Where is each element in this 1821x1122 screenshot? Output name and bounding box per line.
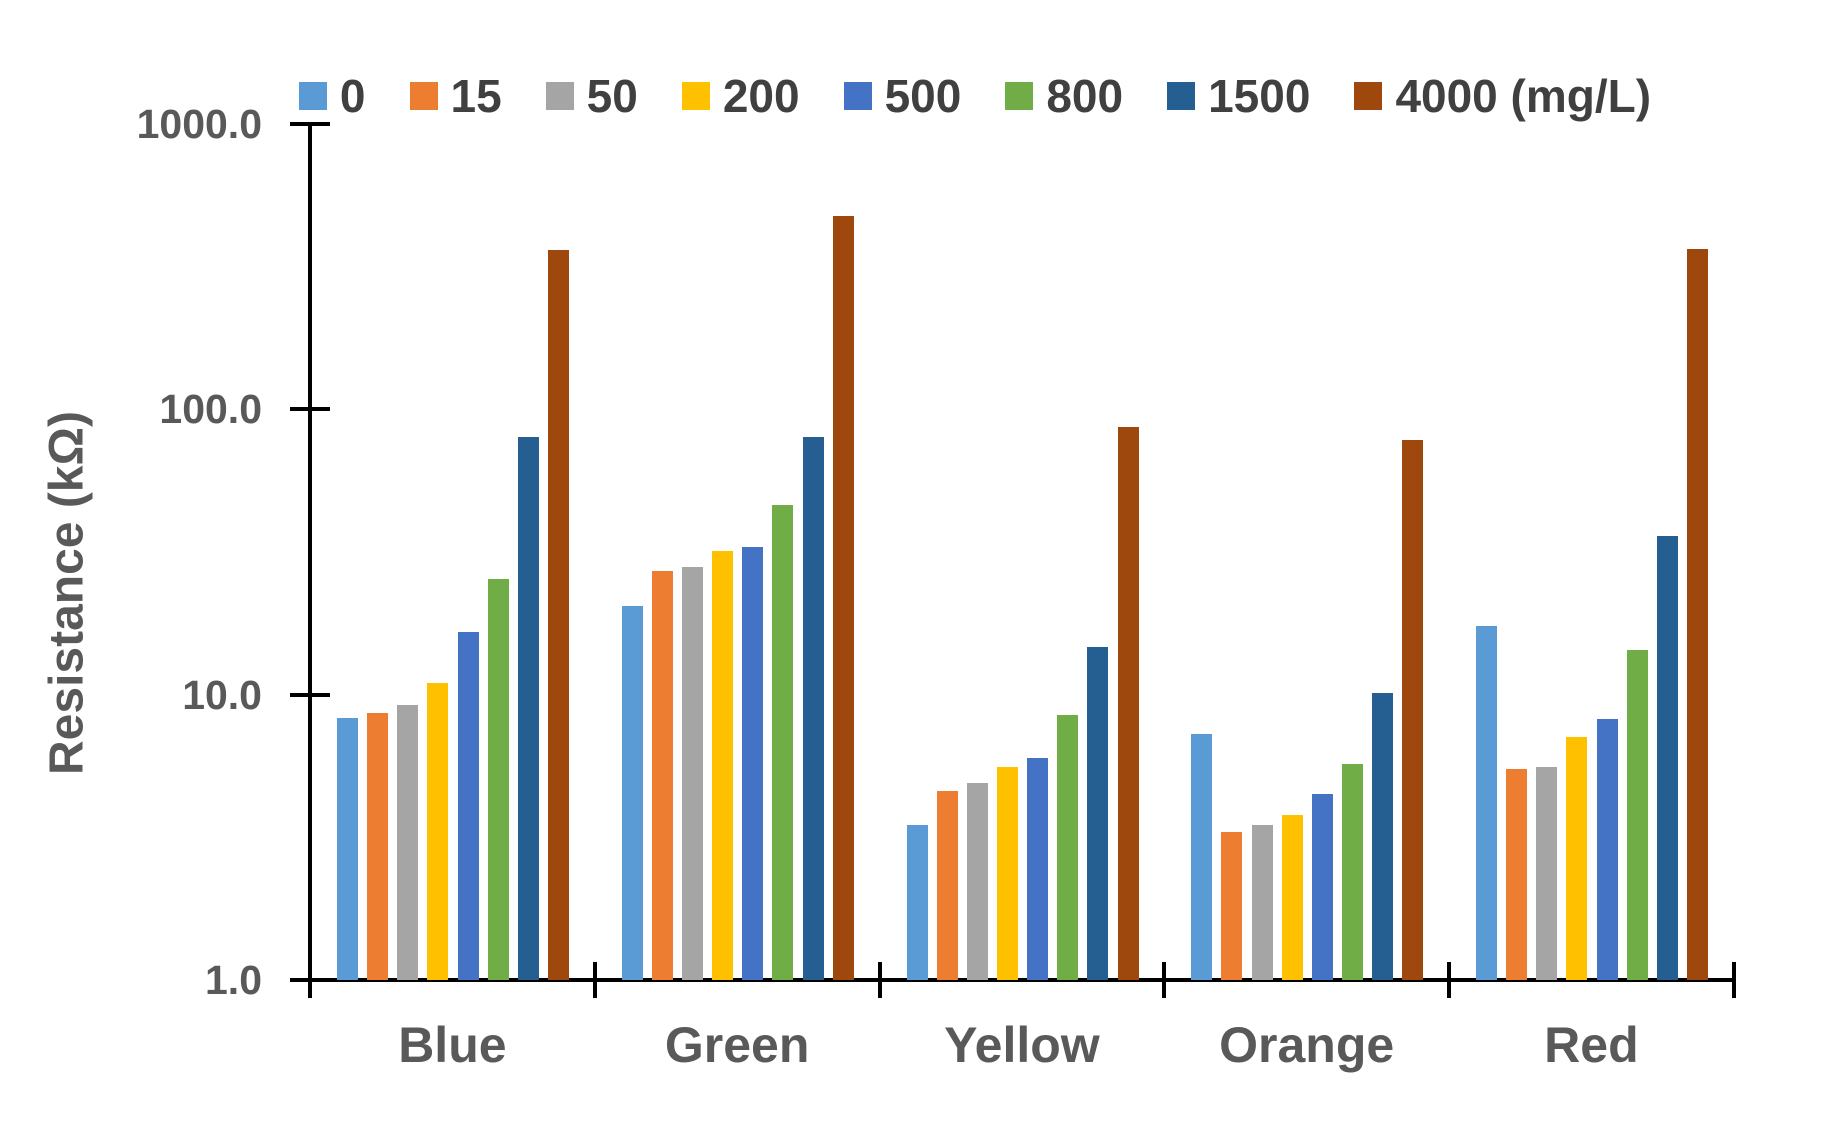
legend-item-200: 200	[681, 70, 800, 122]
y-tick-label: 1000.0	[136, 101, 262, 148]
bar-red-1500	[1656, 535, 1678, 980]
y-axis-line	[308, 122, 312, 998]
bar-red-200	[1566, 737, 1588, 980]
legend-item-1500: 1500	[1167, 73, 1310, 119]
bar-orange-1500	[1372, 693, 1394, 980]
legend: 0 15 50 200 500 800 1500 4000 (mg/L)	[150, 70, 1800, 122]
bar-orange-200	[1281, 814, 1303, 980]
category-label-blue: Blue	[398, 1017, 507, 1073]
legend-swatch-500	[843, 82, 872, 110]
x-axis-tick	[1447, 962, 1452, 998]
category-label-orange: Orange	[1219, 1017, 1395, 1073]
bar-blue-50	[397, 705, 419, 980]
bar-yellow-4000-mg-l	[1117, 426, 1139, 980]
bar-green-800	[772, 505, 794, 980]
bar-red-800	[1626, 649, 1648, 980]
bar-green-0	[621, 606, 643, 980]
legend-item-500: 500	[843, 70, 962, 122]
legend-label: 500	[884, 70, 962, 122]
legend-item-0: 0	[298, 70, 366, 122]
y-axis-title: Resistance (kΩ)	[40, 411, 94, 775]
legend-swatch-1500	[1167, 82, 1196, 110]
bar-yellow-800	[1057, 714, 1079, 980]
bar-blue-15	[367, 713, 389, 980]
category-label-red: Red	[1544, 1017, 1639, 1073]
legend-item-800: 800	[1005, 73, 1123, 119]
legend-swatch-800	[1005, 82, 1034, 110]
x-axis-line	[308, 978, 1736, 982]
x-axis-tick	[1731, 962, 1736, 998]
legend-item-4000-mg-l: 4000 (mg/L)	[1354, 73, 1651, 119]
bar-red-15	[1506, 768, 1528, 980]
bar-yellow-0	[906, 824, 928, 980]
legend-label: 200	[722, 70, 800, 122]
legend-label: 800	[1046, 70, 1124, 122]
bar-orange-15	[1221, 832, 1243, 980]
bar-blue-1500	[517, 437, 539, 980]
legend-swatch-15	[409, 82, 438, 110]
bar-yellow-15	[936, 790, 958, 980]
bar-green-200	[712, 550, 734, 980]
bar-green-50	[682, 567, 704, 980]
bar-red-500	[1596, 719, 1618, 980]
legend-swatch-4000-mg-l	[1354, 82, 1383, 110]
legend-item-50: 50	[545, 70, 638, 122]
bar-green-15	[651, 570, 673, 980]
bar-blue-200	[427, 682, 449, 980]
bar-yellow-500	[1027, 757, 1049, 980]
legend-item-15: 15	[409, 70, 502, 122]
bar-orange-800	[1341, 764, 1363, 980]
y-tick-label: 100.0	[159, 386, 262, 433]
y-axis-tick	[290, 407, 330, 412]
bar-blue-800	[487, 579, 509, 980]
bar-orange-4000-mg-l	[1402, 440, 1424, 980]
bar-green-4000-mg-l	[832, 216, 854, 980]
y-axis-tick	[290, 122, 330, 127]
y-tick-label: 1.0	[205, 957, 262, 1003]
bar-green-1500	[802, 437, 824, 980]
bar-yellow-200	[996, 766, 1018, 980]
bar-red-50	[1536, 766, 1558, 980]
x-axis-tick	[308, 962, 312, 998]
bar-yellow-1500	[1087, 646, 1109, 980]
x-axis-tick	[1162, 962, 1167, 998]
bar-blue-4000-mg-l	[547, 250, 569, 980]
bar-orange-0	[1191, 733, 1213, 980]
category-label-green: Green	[664, 1017, 810, 1073]
bar-blue-0	[337, 717, 358, 980]
legend-label: 1500	[1208, 70, 1311, 122]
bar-orange-500	[1311, 793, 1333, 980]
legend-label: 50	[586, 70, 638, 122]
x-axis-tick	[592, 962, 597, 998]
legend-swatch-50	[545, 82, 574, 110]
legend-label: 15	[450, 70, 502, 122]
legend-swatch-200	[681, 82, 710, 110]
bar-orange-50	[1251, 824, 1273, 980]
x-axis-tick	[877, 962, 882, 998]
bar-red-0	[1476, 626, 1498, 980]
legend-swatch-0	[298, 82, 327, 110]
legend-label: 4000 (mg/L)	[1395, 70, 1652, 122]
bar-red-4000-mg-l	[1687, 248, 1709, 980]
y-axis-tick	[290, 692, 330, 697]
category-label-yellow: Yellow	[944, 1017, 1100, 1073]
bar-yellow-50	[966, 783, 988, 980]
bar-blue-500	[457, 631, 479, 980]
bar-green-500	[742, 546, 764, 980]
y-tick-label: 10.0	[182, 671, 262, 718]
legend-label: 0	[339, 70, 366, 122]
